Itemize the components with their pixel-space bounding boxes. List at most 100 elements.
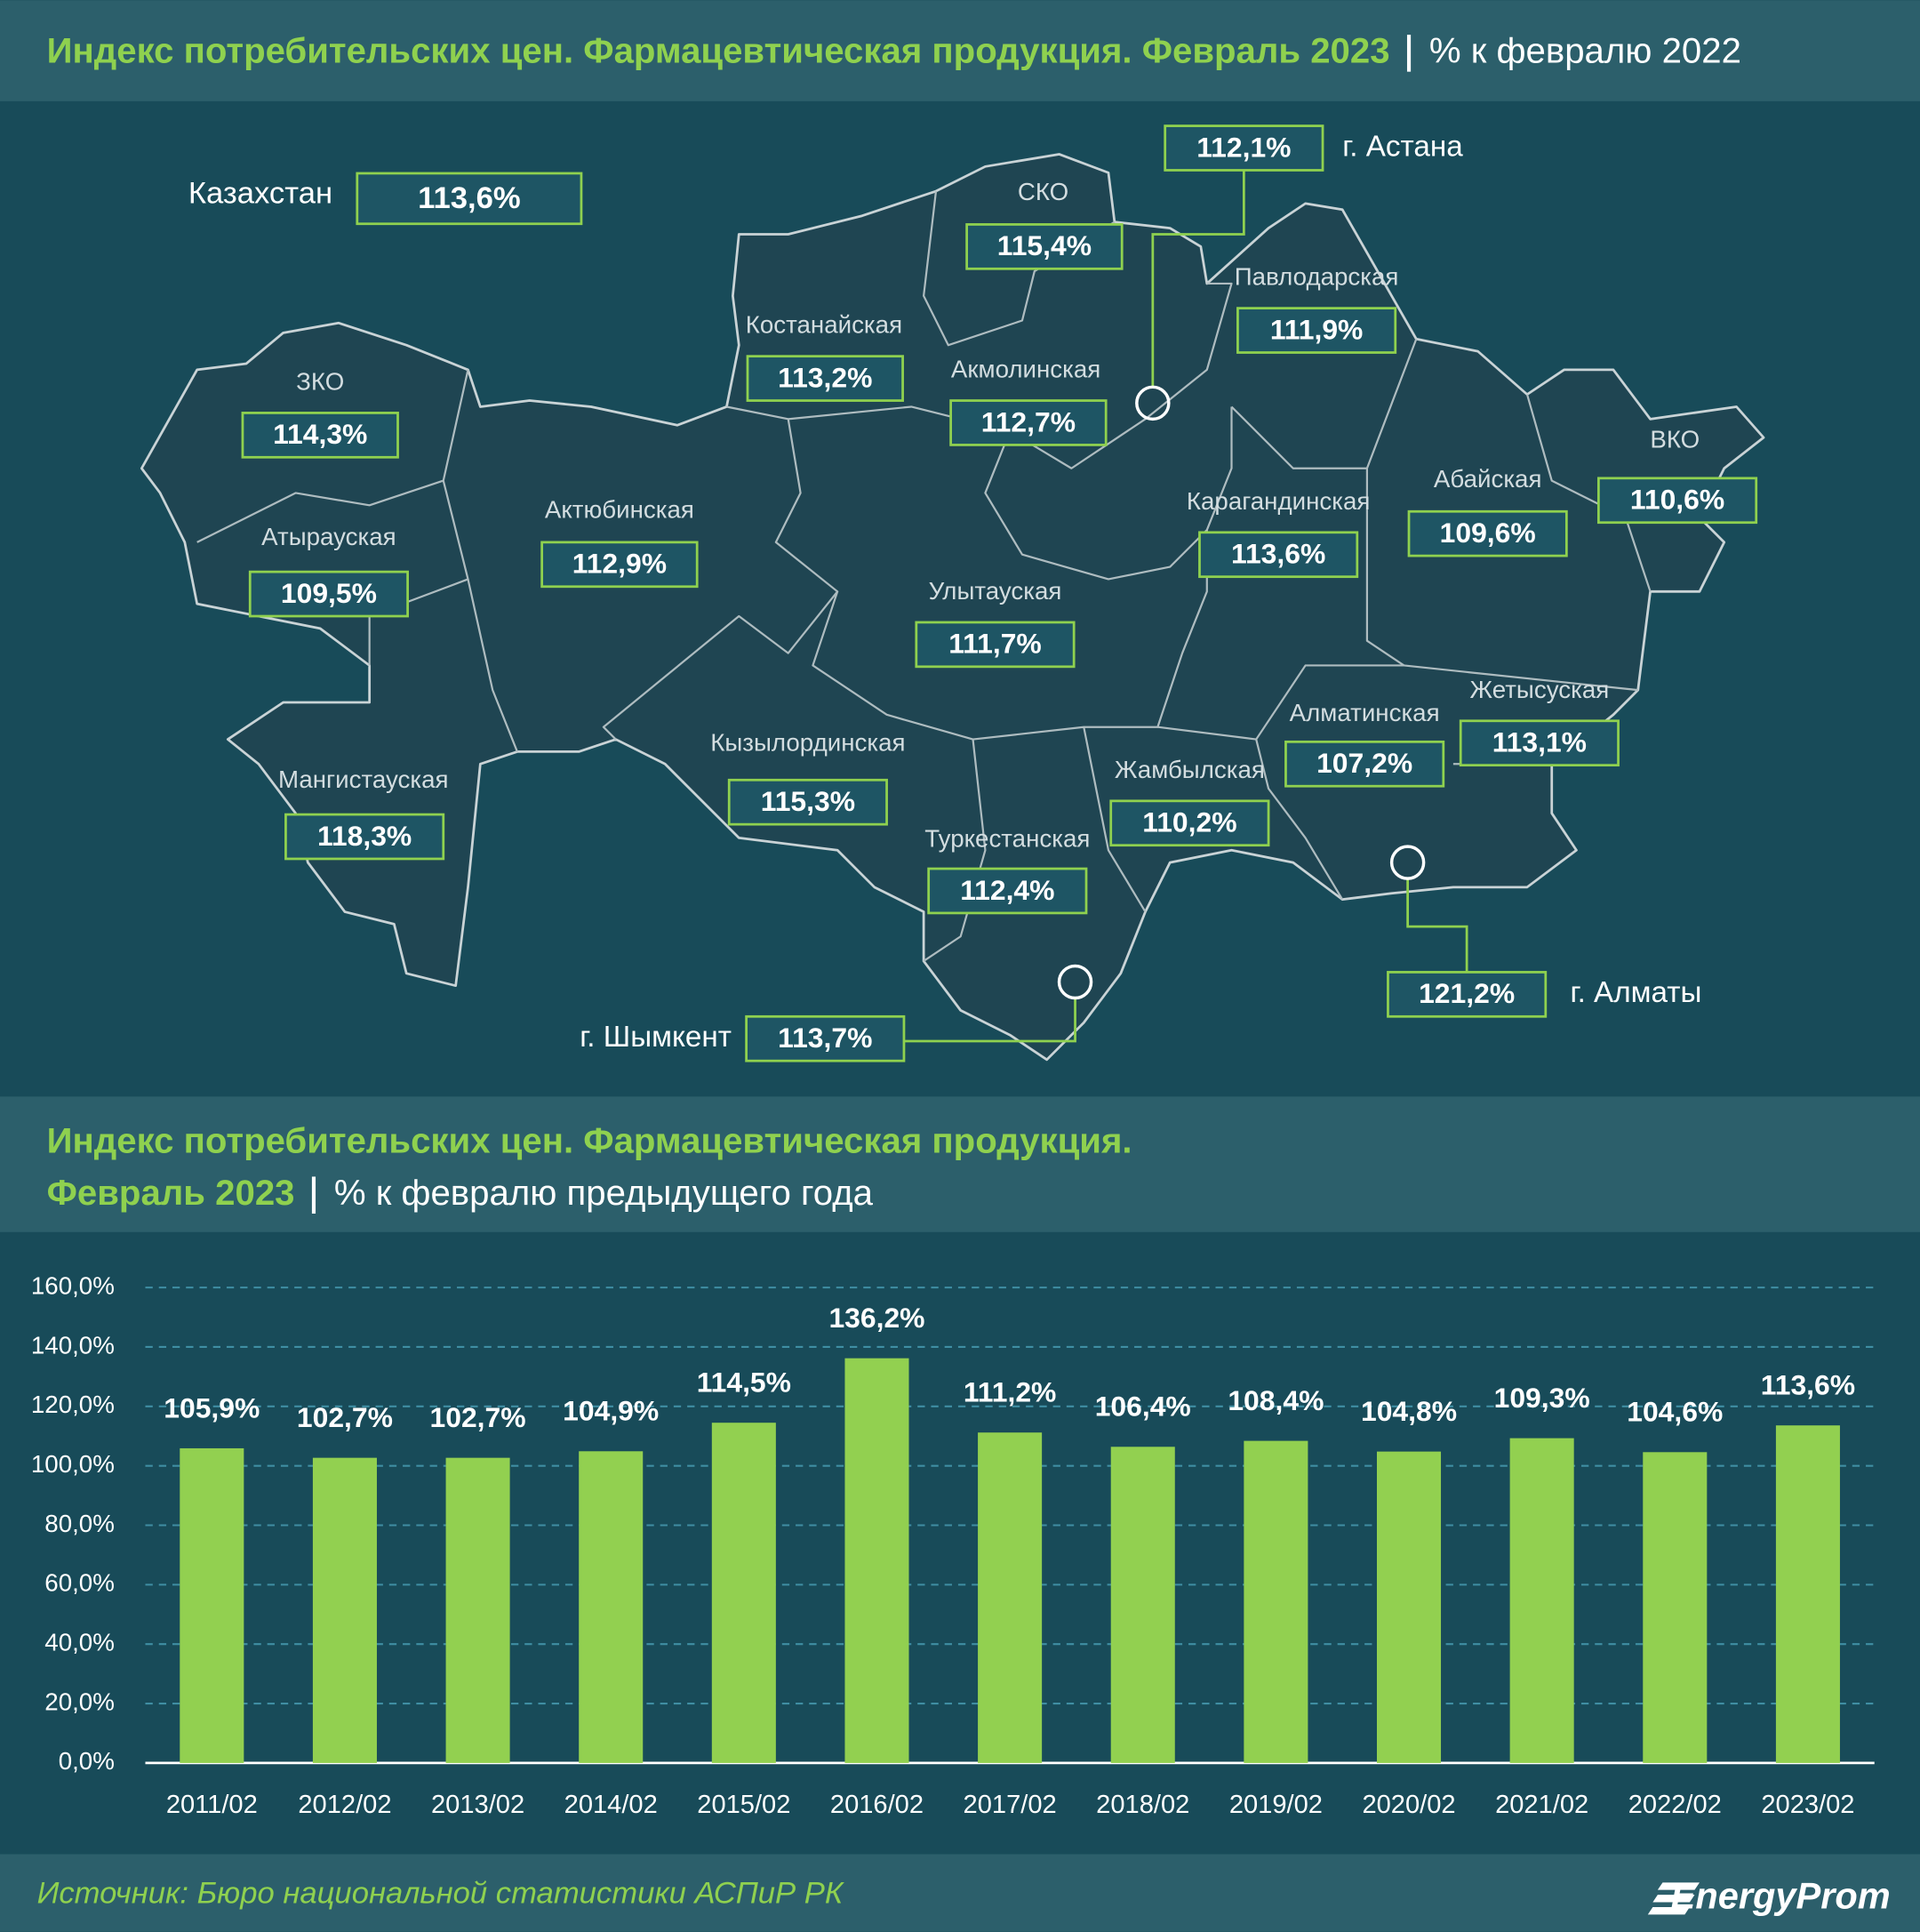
y-tick-label: 100,0% — [31, 1450, 115, 1478]
region-name: Жетысуская — [1470, 676, 1610, 703]
bar — [1643, 1452, 1708, 1763]
value-label: 104,9% — [563, 1395, 659, 1427]
bar-chart: 0,0% 20,0% 40,0% 60,0% 80,0% 100,0% 120,0% 140,… — [31, 1271, 1875, 1819]
value-box — [965, 223, 1124, 270]
value-box — [241, 412, 399, 459]
value-box — [1459, 719, 1620, 767]
region-name: Алматинская — [1290, 699, 1440, 726]
footer-band — [0, 1854, 1920, 1932]
region-name: Абайская — [1434, 465, 1542, 493]
region-value: 113,7% — [778, 1022, 872, 1054]
region-value: 113,6% — [418, 181, 521, 215]
region-value: 111,9% — [1270, 313, 1364, 345]
x-tick-label: 2023/02 — [1761, 1791, 1854, 1819]
x-tick-label: 2022/02 — [1628, 1791, 1722, 1819]
chart-title: Индекс потребительских цен. Фармацевтиче… — [47, 1121, 1132, 1161]
logo-icon — [1647, 1882, 1700, 1915]
region-value: 110,6% — [1630, 484, 1724, 516]
region-name: Кызылординская — [710, 728, 905, 756]
x-tick-label: 2021/02 — [1495, 1791, 1588, 1819]
region-value: 118,3% — [317, 820, 412, 852]
leaders — [903, 170, 1468, 1043]
y-tick-label: 140,0% — [31, 1331, 115, 1359]
bar — [180, 1447, 244, 1763]
value-label: 104,8% — [1361, 1395, 1457, 1427]
separator — [311, 1176, 316, 1214]
bar — [711, 1423, 776, 1763]
bar — [579, 1451, 644, 1763]
region-name: г. Алматы — [1571, 976, 1702, 1009]
region-value: 121,2% — [1419, 977, 1515, 1009]
region-value: 112,4% — [960, 874, 1054, 906]
region-name: ВКО — [1650, 426, 1700, 453]
value-box — [1198, 531, 1359, 579]
x-tick-label: 2016/02 — [830, 1791, 924, 1819]
x-tick-label: 2019/02 — [1229, 1791, 1323, 1819]
map-title: Индекс потребительских цен. Фармацевтиче… — [47, 30, 1390, 70]
region-name: СКО — [1018, 178, 1068, 205]
city-markers — [1057, 385, 1426, 1000]
value-label: 104,6% — [1627, 1396, 1723, 1428]
region-name: Казахстан — [188, 176, 332, 210]
value-box — [1387, 971, 1548, 1018]
bar — [1509, 1438, 1574, 1763]
value-box — [745, 1014, 906, 1062]
region-value: 114,3% — [273, 418, 367, 450]
city-marker — [1057, 964, 1093, 1000]
region-value: 112,9% — [572, 548, 667, 580]
region-name: Мангистауская — [278, 766, 449, 793]
bar — [844, 1358, 909, 1763]
bar — [1376, 1451, 1442, 1763]
chart-subtitle: % к февралю предыдущего года — [334, 1173, 874, 1213]
logo-text: EnergyProm — [1671, 1874, 1891, 1916]
region-value: 107,2% — [1316, 747, 1412, 779]
city-marker — [1389, 845, 1426, 880]
value-label: 102,7% — [430, 1401, 526, 1433]
value-label: 102,7% — [297, 1401, 393, 1433]
value-box — [356, 172, 583, 226]
logo: EnergyProm — [1647, 1874, 1891, 1916]
region-name: Акмолинская — [951, 356, 1100, 383]
region-name: ЗКО — [296, 367, 344, 395]
city-marker — [1135, 385, 1171, 421]
map-header-band — [0, 0, 1920, 101]
x-tick-label: 2017/02 — [964, 1791, 1057, 1819]
y-tick-label: 20,0% — [44, 1687, 115, 1715]
x-tick-label: 2014/02 — [564, 1791, 658, 1819]
value-box — [949, 399, 1108, 446]
x-tick-label: 2013/02 — [431, 1791, 524, 1819]
region-value: 112,7% — [981, 405, 1076, 437]
region-name: Актюбинская — [545, 496, 694, 524]
value-label: 113,6% — [1761, 1369, 1855, 1401]
region-name: г. Астана — [1342, 130, 1463, 163]
value-box — [1236, 307, 1397, 354]
region-name: г. Шымкент — [580, 1021, 732, 1054]
leader-line — [1151, 170, 1245, 388]
region-value: 111,7% — [948, 628, 1042, 660]
separator — [1406, 35, 1412, 72]
region-name: Туркестанская — [924, 824, 1090, 852]
bar — [1244, 1440, 1308, 1763]
x-tick-label: 2018/02 — [1096, 1791, 1189, 1819]
map-subtitle: % к февралю 2022 — [1429, 30, 1741, 70]
y-tick-label: 80,0% — [44, 1510, 115, 1537]
region-value: 115,4% — [997, 229, 1092, 261]
region-borders — [196, 190, 1652, 962]
region-name: Костанайская — [746, 311, 902, 339]
region-value: 109,5% — [281, 577, 377, 609]
value-label: 136,2% — [828, 1302, 924, 1334]
region-name: Карагандинская — [1187, 487, 1371, 515]
y-tick-label: 40,0% — [44, 1629, 115, 1656]
value-label: 114,5% — [697, 1367, 791, 1399]
region-name: Жамбылская — [1115, 756, 1265, 783]
value-label: 109,3% — [1494, 1382, 1590, 1414]
leader-line — [903, 998, 1076, 1043]
region-value: 113,2% — [778, 361, 872, 393]
region-name: Улытауская — [929, 577, 1062, 605]
bar — [445, 1457, 510, 1763]
value-box — [746, 355, 904, 402]
bar — [1110, 1447, 1175, 1763]
region-value: 115,3% — [761, 785, 855, 817]
value-box — [1407, 509, 1568, 557]
